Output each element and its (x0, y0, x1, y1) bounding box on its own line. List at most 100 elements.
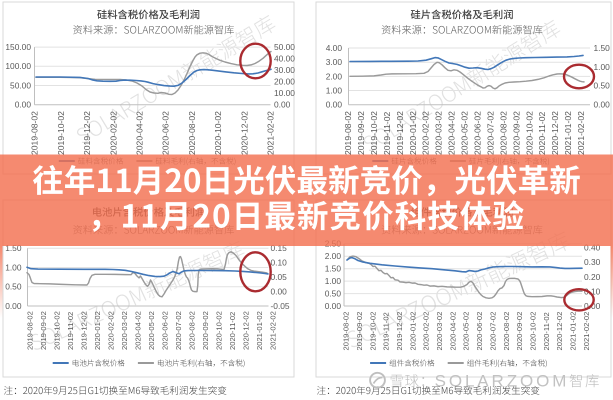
svg-text:2020-10-02: 2020-10-02 (215, 311, 224, 350)
svg-text:2020-01-02: 2020-01-02 (408, 312, 417, 351)
svg-text:2019-08-02: 2019-08-02 (342, 312, 351, 351)
svg-text:0.00: 0.00 (325, 301, 342, 311)
svg-text:2020-08-02: 2020-08-02 (502, 312, 511, 351)
svg-text:2020-08-02: 2020-08-02 (498, 111, 508, 155)
svg-text:2020-08-02: 2020-08-02 (188, 311, 197, 350)
svg-text:100.00: 100.00 (5, 61, 31, 71)
svg-text:2020-10-02: 2020-10-02 (524, 111, 534, 155)
svg-text:2021-02-02: 2021-02-02 (582, 312, 591, 351)
svg-text:2020-06-02: 2020-06-02 (161, 111, 171, 155)
svg-text:0.50: 0.50 (594, 81, 611, 91)
svg-text:-0.05: -0.05 (271, 301, 290, 311)
svg-text:2019-10-02: 2019-10-02 (53, 311, 62, 350)
svg-text:4.00: 4.00 (326, 43, 343, 53)
svg-text:2019-10-02: 2019-10-02 (369, 111, 379, 155)
svg-text:2020-07-02: 2020-07-02 (485, 111, 495, 155)
svg-text:1.50: 1.50 (594, 43, 611, 53)
svg-text:150.00: 150.00 (5, 42, 31, 52)
svg-text:2020-11-02: 2020-11-02 (228, 312, 237, 350)
svg-text:1.50: 1.50 (5, 243, 22, 253)
svg-text:2020-06-02: 2020-06-02 (473, 111, 483, 155)
svg-text:0.00: 0.00 (274, 100, 291, 110)
svg-text:2020-06-02: 2020-06-02 (475, 312, 484, 351)
svg-text:2020-05-02: 2020-05-02 (147, 311, 156, 350)
svg-text:0.15: 0.15 (271, 243, 288, 253)
svg-text:0.00: 0.00 (326, 100, 343, 110)
svg-text:2020-08-02: 2020-08-02 (187, 111, 197, 155)
svg-text:0.00: 0.00 (594, 100, 611, 110)
svg-text:2020-09-02: 2020-09-02 (515, 312, 524, 351)
svg-text:2019-08-02: 2019-08-02 (343, 111, 353, 155)
svg-text:2019-11-02: 2019-11-02 (382, 111, 392, 155)
svg-text:40.00: 40.00 (274, 54, 295, 64)
svg-text:2020-03-02: 2020-03-02 (435, 312, 444, 351)
svg-text:2020-03-02: 2020-03-02 (120, 311, 129, 350)
svg-text:2019-08-02: 2019-08-02 (26, 311, 35, 350)
svg-text:2019-09-02: 2019-09-02 (356, 111, 366, 155)
svg-text:50.00: 50.00 (274, 42, 295, 52)
svg-text:2020-06-02: 2020-06-02 (161, 311, 170, 350)
svg-text:0.20: 0.20 (584, 272, 601, 282)
svg-text:2019-11-02: 2019-11-02 (66, 312, 75, 350)
svg-text:2019-12-02: 2019-12-02 (80, 311, 89, 350)
svg-text:2.00: 2.00 (326, 71, 343, 81)
svg-text:2020-09-02: 2020-09-02 (201, 311, 210, 350)
svg-text:2019-10-02: 2019-10-02 (56, 111, 66, 155)
svg-text:1.50: 1.50 (325, 264, 342, 274)
svg-text:2020-07-02: 2020-07-02 (488, 312, 497, 351)
svg-text:0.50: 0.50 (325, 289, 342, 299)
svg-text:2020-05-02: 2020-05-02 (460, 111, 470, 155)
svg-text:2020-04-02: 2020-04-02 (447, 111, 457, 155)
svg-text:0.40: 0.40 (584, 243, 601, 253)
svg-text:2021-01-02: 2021-01-02 (255, 311, 264, 350)
svg-text:2019-12-02: 2019-12-02 (395, 111, 405, 155)
svg-text:2020-11-02: 2020-11-02 (542, 312, 551, 350)
svg-text:2020-05-02: 2020-05-02 (462, 312, 471, 351)
svg-text:2019-12-02: 2019-12-02 (395, 312, 404, 351)
svg-text:0.50: 0.50 (5, 282, 22, 292)
svg-text:2019-12-02: 2019-12-02 (82, 111, 92, 155)
svg-text:2020-02-02: 2020-02-02 (422, 312, 431, 351)
svg-text:2020-10-02: 2020-10-02 (529, 312, 538, 351)
svg-text:1.00: 1.00 (594, 62, 611, 72)
svg-text:0.00: 0.00 (15, 100, 32, 110)
svg-text:0.10: 0.10 (584, 286, 601, 296)
svg-text:2019-10-02: 2019-10-02 (368, 312, 377, 351)
svg-text:1.00: 1.00 (325, 276, 342, 286)
svg-text:2.00: 2.00 (325, 251, 342, 261)
svg-text:20.00: 20.00 (274, 77, 295, 87)
svg-text:2020-04-02: 2020-04-02 (448, 312, 457, 351)
svg-text:2020-12-02: 2020-12-02 (550, 111, 560, 155)
svg-text:2021-02-02: 2021-02-02 (576, 111, 586, 155)
svg-text:2020-09-02: 2020-09-02 (511, 111, 521, 155)
svg-text:2021-01-02: 2021-01-02 (569, 312, 578, 351)
svg-text:2019-11-02: 2019-11-02 (382, 312, 391, 350)
svg-text:2020-02-02: 2020-02-02 (107, 311, 116, 350)
svg-text:2020-01-02: 2020-01-02 (93, 311, 102, 350)
svg-text:30.00: 30.00 (274, 65, 295, 75)
svg-text:2020-04-02: 2020-04-02 (135, 111, 145, 155)
svg-text:1.00: 1.00 (326, 85, 343, 95)
svg-text:1.00: 1.00 (5, 262, 22, 272)
svg-text:2020-02-02: 2020-02-02 (421, 111, 431, 155)
svg-text:2020-11-02: 2020-11-02 (537, 111, 547, 155)
svg-text:2020-10-02: 2020-10-02 (213, 111, 223, 155)
svg-text:2020-07-02: 2020-07-02 (174, 311, 183, 350)
svg-text:2019-09-02: 2019-09-02 (39, 311, 48, 350)
svg-text:2020-02-02: 2020-02-02 (108, 111, 118, 155)
svg-text:2021-02-02: 2021-02-02 (269, 311, 278, 350)
svg-text:2021-01-02: 2021-01-02 (563, 111, 573, 155)
svg-text:10.00: 10.00 (274, 88, 295, 98)
svg-text:0.00: 0.00 (271, 287, 288, 297)
svg-text:2020-12-02: 2020-12-02 (239, 111, 249, 155)
svg-text:2020-12-02: 2020-12-02 (242, 311, 251, 350)
svg-text:0.00: 0.00 (5, 301, 22, 311)
svg-text:3.00: 3.00 (326, 57, 343, 67)
svg-text:2020-04-02: 2020-04-02 (134, 311, 143, 350)
svg-text:2021-02-02: 2021-02-02 (266, 111, 276, 155)
svg-text:50.00: 50.00 (10, 80, 31, 90)
svg-text:2020-01-02: 2020-01-02 (408, 111, 418, 155)
svg-text:2020-03-02: 2020-03-02 (434, 111, 444, 155)
svg-text:0.05: 0.05 (271, 272, 288, 282)
svg-text:0.10: 0.10 (271, 258, 288, 268)
